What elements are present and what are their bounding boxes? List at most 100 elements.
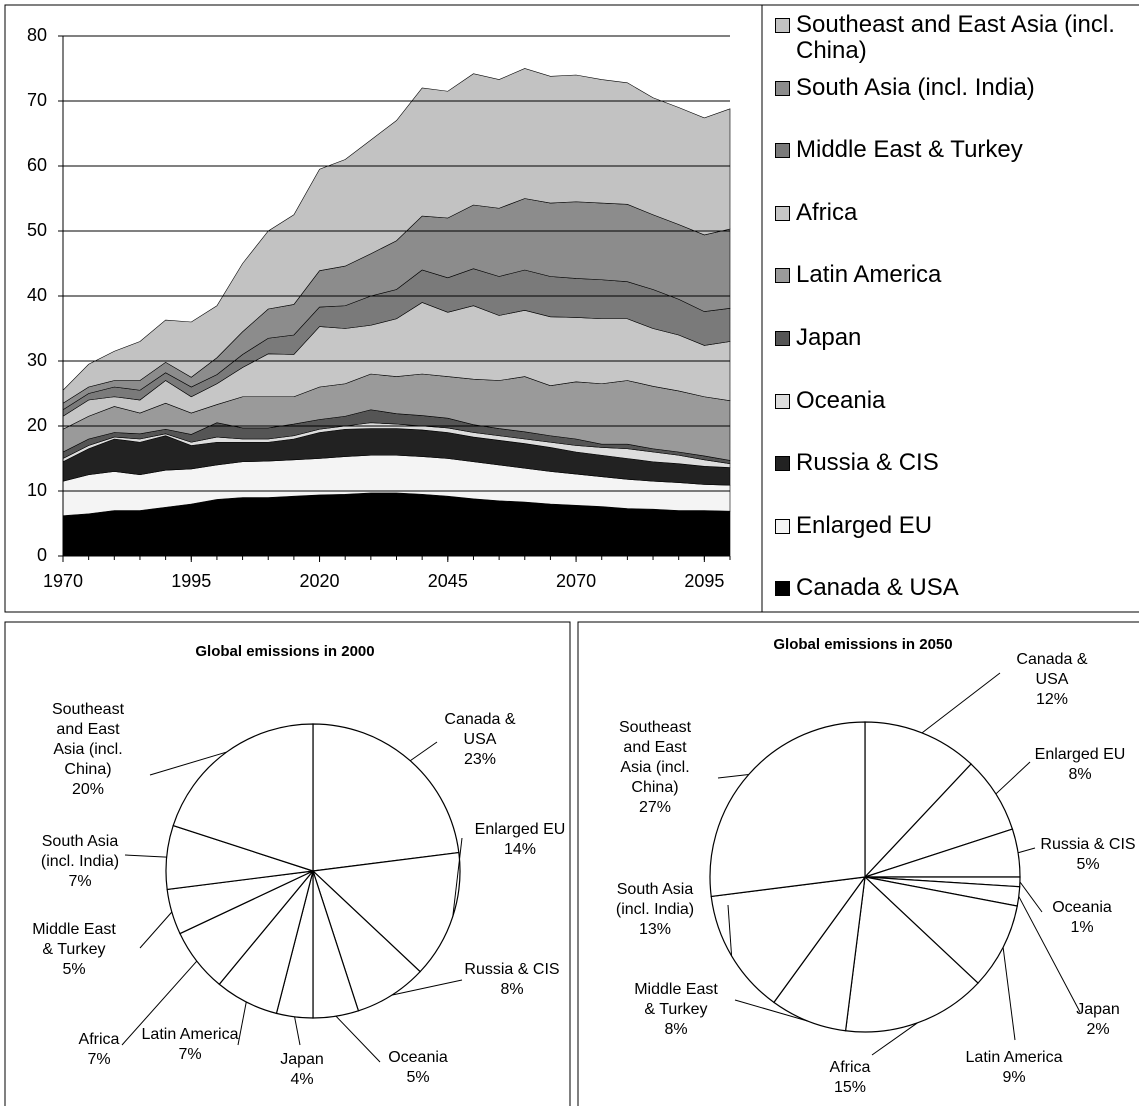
pie-value-label: 5% [406, 1069, 430, 1086]
x-tick-label: 2095 [684, 571, 724, 591]
pie-label: Russia & CIS 8% [457, 960, 567, 1000]
leader-line [734, 999, 809, 1022]
pie-category: Latin America [141, 1026, 239, 1043]
pie-label: Oceania 5% [378, 1048, 458, 1088]
legend-label: South Asia (incl. India) [796, 74, 1035, 101]
pie-value-label: 2% [1086, 1021, 1110, 1038]
pie-label: Africa 7% [69, 1030, 129, 1070]
pie-value-label: 1% [1070, 919, 1094, 936]
leader-line [391, 979, 463, 996]
pie-label: Enlarged EU 8% [1025, 745, 1135, 785]
x-tick-label: 2045 [428, 571, 468, 591]
pie-label: Southeast and East Asia (incl. China) 27% [613, 718, 698, 818]
legend-item: Latin America [775, 262, 1137, 288]
y-tick-label: 10 [27, 480, 47, 500]
pie-label: Canada & USA 12% [1012, 650, 1092, 710]
pie-label: Africa 15% [815, 1058, 885, 1098]
pie-category: Japan [1076, 1001, 1120, 1018]
pie-category: Enlarged EU [474, 821, 566, 838]
pie-label: Enlarged EU 14% [465, 820, 575, 860]
legend-item: Enlarged EU [775, 513, 1137, 539]
legend-swatch [775, 331, 790, 346]
legend-swatch [775, 581, 790, 597]
pie-slice [172, 723, 314, 872]
legend-swatch [775, 205, 790, 221]
pie-value-label: 8% [1068, 766, 1092, 783]
y-tick-label: 50 [27, 220, 47, 240]
leader-line [717, 773, 749, 779]
legend-item: South Asia (incl. India) [775, 75, 1137, 101]
pie-label: Russia & CIS 5% [1033, 835, 1139, 875]
legend-label: Russia & CIS [796, 450, 939, 477]
pie-category: Africa [78, 1031, 120, 1048]
leader-line [121, 960, 198, 1046]
y-tick-label: 70 [27, 90, 47, 110]
leader-line [727, 904, 733, 956]
legend-item: Southeast and East Asia (incl. China) [775, 12, 1137, 64]
leader-line [1002, 947, 1016, 1041]
pie-slice [312, 723, 460, 872]
legend-label: Latin America [796, 262, 942, 289]
pie-category: Southeast and East Asia (incl. China) [51, 701, 125, 778]
leader-line [124, 854, 167, 858]
pie-label: Southeast and East Asia (incl. China) 20% [46, 700, 131, 800]
pie-category: Russia & CIS [464, 961, 560, 978]
legend-swatch [775, 268, 790, 284]
legend-label: Japan [796, 325, 862, 351]
leader-line [921, 672, 1001, 734]
legend-label: Canada & USA [796, 575, 959, 602]
pie-value-label: 14% [503, 841, 537, 858]
pie-value-label: 7% [178, 1046, 202, 1063]
pie-label: Latin America 9% [954, 1048, 1074, 1088]
legend-item: Japan [775, 325, 1137, 351]
y-tick-label: 40 [27, 285, 47, 305]
legend-label: Southeast and East Asia (incl. China) [796, 12, 1115, 64]
left-pie-frame [4, 621, 571, 1106]
pie-label: South Asia (incl. India) 13% [608, 880, 703, 940]
pie-title: Global emissions in 2000 [195, 643, 375, 660]
leader-line [871, 1022, 918, 1056]
pie-category: Oceania [1052, 899, 1112, 916]
legend-swatch [775, 143, 790, 159]
legend-label: Africa [796, 199, 858, 226]
pie-value-label: 23% [463, 751, 497, 768]
pie-category: South Asia (incl. India) [40, 833, 120, 870]
y-tick-label: 60 [27, 155, 47, 175]
pie-label: Middle East & Turkey 8% [629, 980, 724, 1040]
leader-line [149, 751, 227, 776]
legend-swatch [775, 456, 790, 472]
leader-line [139, 911, 173, 949]
pie-category: Middle East & Turkey [634, 981, 718, 1018]
pie-slice [844, 875, 979, 1033]
pie-value-label: 27% [638, 799, 672, 816]
legend-item: Russia & CIS [775, 450, 1137, 476]
pie-label: Middle East & Turkey 5% [27, 920, 122, 980]
leader-line [237, 1001, 247, 1046]
legend-swatch [775, 518, 790, 534]
pie-slice [863, 876, 1018, 984]
leader-line [1019, 881, 1043, 913]
pie-value-label: 8% [500, 981, 524, 998]
leader-line [335, 1015, 381, 1063]
legend-item: Oceania [775, 388, 1137, 414]
pie-value-label: 4% [290, 1071, 314, 1088]
pie-category: Latin America [965, 1049, 1063, 1066]
pie-category: Russia & CIS [1040, 836, 1136, 853]
pie-category: Oceania [388, 1049, 448, 1066]
legend-swatch [775, 393, 790, 409]
x-tick-label: 1970 [43, 571, 83, 591]
leader-line [995, 761, 1031, 795]
pie-value-label: 9% [1002, 1069, 1026, 1086]
right-pie-frame [577, 621, 1139, 1106]
pie-label: Japan 4% [267, 1050, 337, 1090]
legend-label: Enlarged EU [796, 512, 933, 539]
pie-label: South Asia (incl. India) 7% [33, 832, 128, 892]
pie-slice [709, 721, 866, 898]
pie-value-label: 20% [71, 781, 105, 798]
pie-category: Southeast and East Asia (incl. China) [618, 719, 692, 796]
pie-category: Canada & USA [444, 711, 516, 748]
leader-line [452, 837, 463, 917]
pie-value-label: 5% [1076, 856, 1100, 873]
